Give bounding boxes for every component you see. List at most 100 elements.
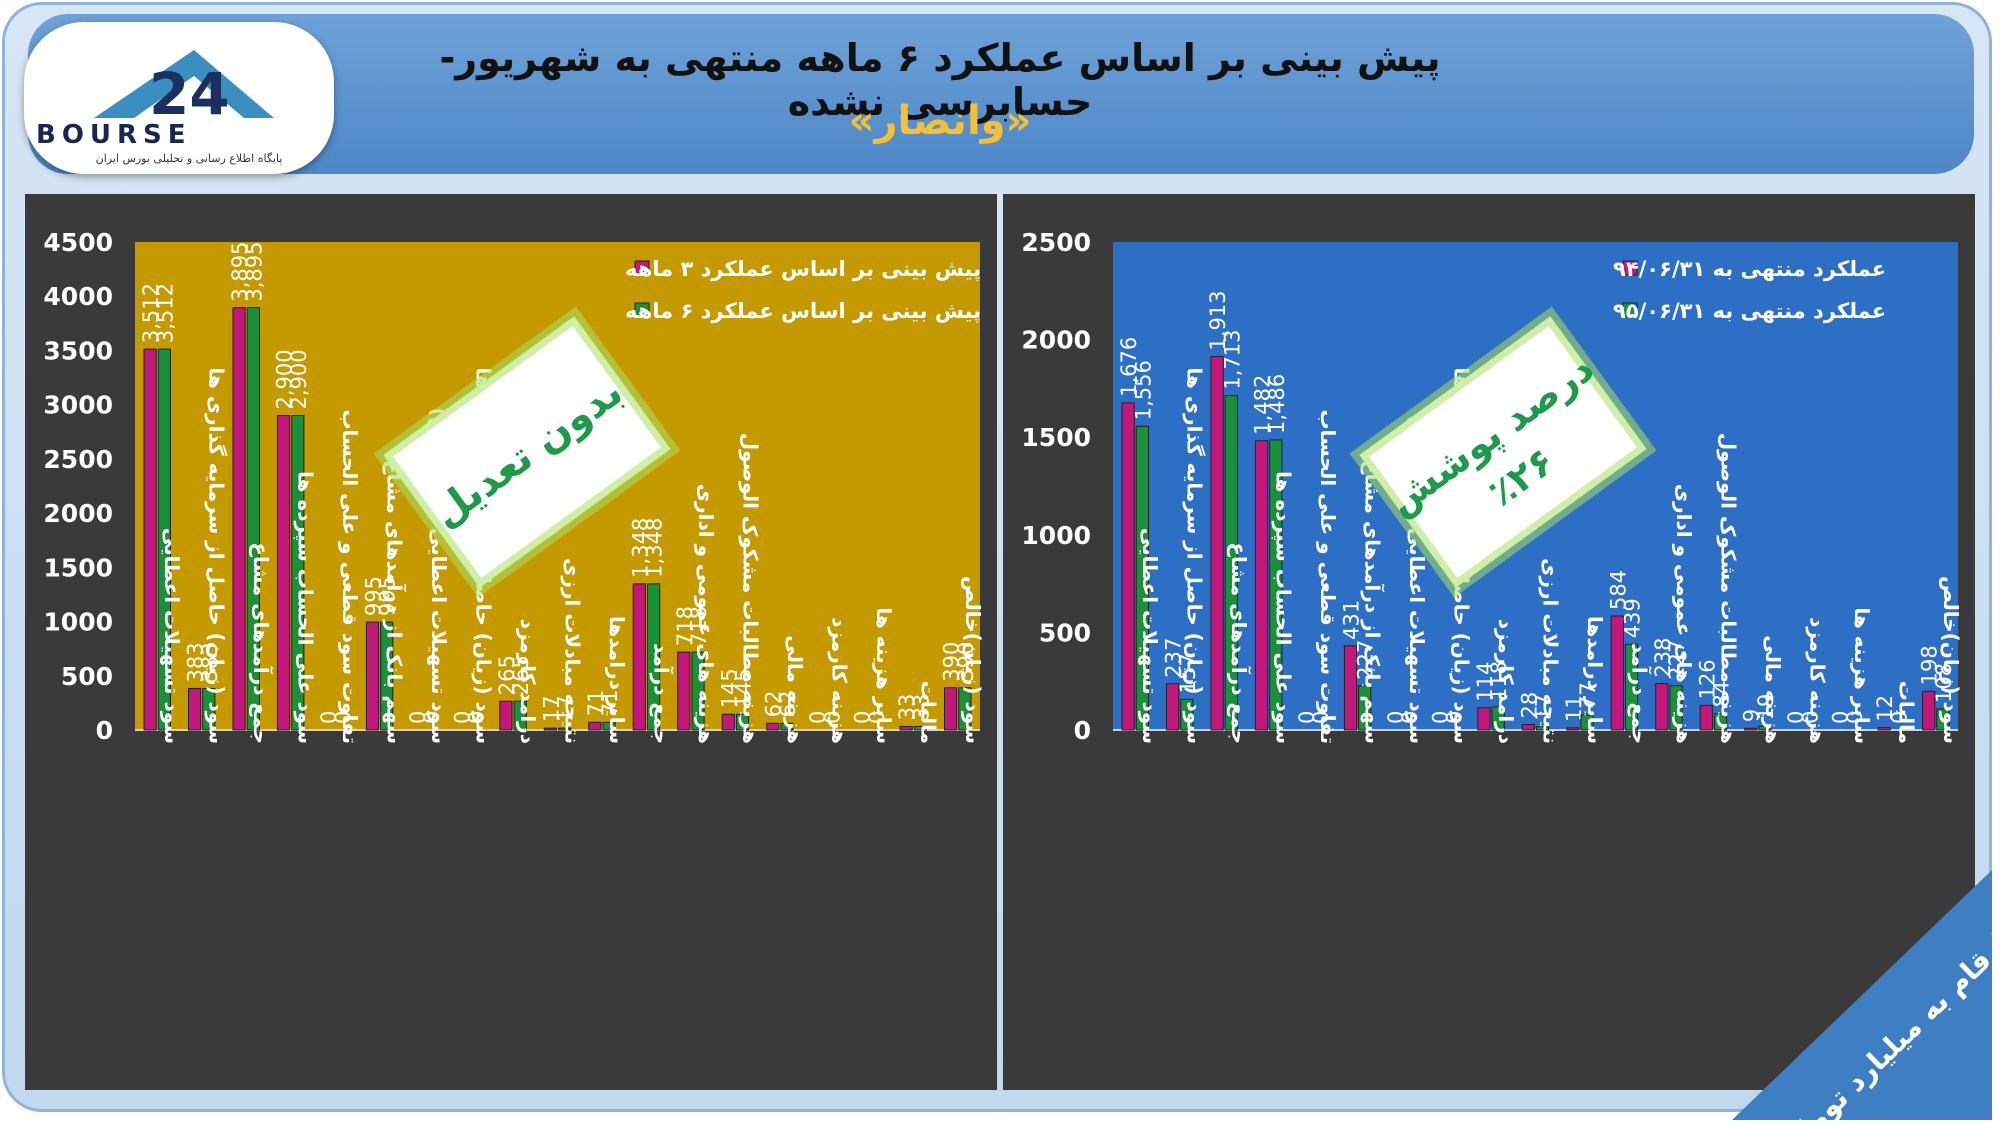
data-label: 0 [1784,711,1808,724]
logo: 24 BOURSE پایگاه اطلاع رسانی و تحلیلی بو… [24,22,334,174]
category-label: سود (زیان) حاصل از سرمایه گذاری ها [1183,367,1207,744]
data-label: 1,486 [1265,374,1289,434]
category-label: سایر هزینه ها [1850,607,1874,744]
bar-1-9 [1521,724,1536,731]
category-label: جمع درآمد [649,643,674,744]
bar-2-17 [913,725,928,731]
category-label: هزینه مطالبات مشکوک الوصول [738,433,762,744]
category-label: سود تسهیلات اعطایی [1138,528,1162,744]
category-label: سود (زیان) حاصل از سرمایه گذاری ها [205,367,229,744]
badge-box [373,306,681,598]
data-label: 718 [687,606,711,646]
data-label: 995 [376,576,400,616]
bar-2-13 [1713,713,1728,731]
bar-1-13 [1699,704,1713,731]
data-label: 584 [1606,570,1630,610]
left-chart: 0 500 1000 1500 2000 2500 3000 3500 4000 4500 3,51… [25,194,997,1090]
bar-2-1 [202,687,216,731]
bar-1-11 [632,583,646,731]
data-label: 3,512 [153,283,177,343]
data-label: 1,676 [1117,337,1141,397]
category-label: هزینه های عمومی و اداری [694,484,718,744]
data-label: 390 [954,642,978,682]
bar-2-2 [1224,395,1238,731]
bar-1-8 [499,700,513,731]
data-label: 1,913 [1206,290,1230,350]
category-label: هزینه کارمزد [1805,617,1829,744]
bar-2-9 [1536,726,1550,731]
data-label: 17 [554,695,578,722]
bar-2-13 [735,713,750,731]
bar-1-0 [1121,402,1135,731]
bar-1-5 [365,621,380,731]
legend-entry-2: عملکرد منتهی به ۹۵/۰۶/۳۱ [1613,299,1886,323]
data-label: 118 [1487,661,1511,701]
category-label: سایر هزینه ها [872,607,896,744]
bar-2-11 [1624,643,1639,731]
y-tick-label: 2000 [1021,326,1091,355]
category-label: تفاوت سود قطعی و علی الحساب [338,409,362,744]
data-label: 108 [1932,663,1956,703]
bar-2-3 [291,415,305,731]
bar-1-12 [677,651,691,731]
bar-1-3 [1254,440,1269,731]
data-label: 12 [1873,695,1897,722]
bar-2-12 [1669,685,1683,731]
legend-entry-1: عملکرد منتهی به ۹۴/۰۶/۳۱ [1613,257,1886,281]
bar-1-5 [1343,645,1358,731]
bar-2-18 [958,687,972,731]
category-label: درامد کارمزد [516,619,540,744]
bar-1-12 [1655,683,1669,731]
data-label: 0 [1428,711,1452,724]
bar-1-1 [1165,683,1180,731]
data-label: 9 [1740,709,1764,722]
data-label: 0 [1798,711,1822,724]
bar-1-10 [1566,727,1580,731]
category-label: جمع درآمد [1627,643,1652,744]
bar-1-14 [1744,727,1758,731]
logo-tagline: پایگاه اطلاع رسانی و تحلیلی بورس ایران [95,152,283,165]
data-label: 2,900 [273,349,297,409]
header-banner [28,14,1974,174]
data-label: 390 [940,642,964,682]
y-tick-label: 4500 [43,228,113,257]
data-label: 238 [1651,637,1675,677]
y-tick-label: 2500 [1021,228,1091,257]
y-tick-label: 0 [1074,716,1091,745]
data-label: 995 [361,576,385,616]
bar-2-10 [1580,714,1594,731]
data-label: 71 [584,690,608,717]
category-label: سهم بانک از درآمدهای مشاع [1361,460,1386,744]
bar-1-13 [721,713,735,731]
bar-2-1 [1180,698,1194,731]
y-tick-label: 2500 [43,445,113,474]
category-label: هزینه های عمومی و اداری [1672,484,1696,744]
data-label: 84 [1710,681,1734,708]
data-label: 237 [1162,638,1186,678]
y-tick-label: 4000 [43,282,113,311]
bar-2-5 [1358,685,1372,731]
data-label: 33 [909,694,933,721]
bar-1-2 [1210,356,1224,731]
category-label: جمع درآمدهای مشاع [249,542,274,744]
data-label: 431 [1339,600,1363,640]
data-label: 439 [1621,598,1645,638]
data-label: 145 [717,668,741,708]
data-label: 198 [1918,645,1942,685]
data-label: 227 [1354,640,1378,680]
bar-1-8 [1477,707,1491,731]
data-label: 33 [895,694,919,721]
data-label: 1,482 [1251,375,1275,435]
bar-1-18 [1922,690,1936,731]
bar-1-11 [1610,615,1624,731]
y-tick-label: 3500 [43,336,113,365]
y-tick-label: 500 [1039,618,1091,647]
bar-2-8 [513,700,527,731]
data-label: 718 [673,606,697,646]
category-label: سایر درامدها [605,616,629,744]
company-name: «وانصار» [848,98,1032,144]
bar-1-17 [899,725,913,731]
data-label: 0 [851,711,875,724]
category-label: هزینه مطالبات مشکوک الوصول [1716,433,1740,744]
data-label: 3,895 [242,241,266,301]
